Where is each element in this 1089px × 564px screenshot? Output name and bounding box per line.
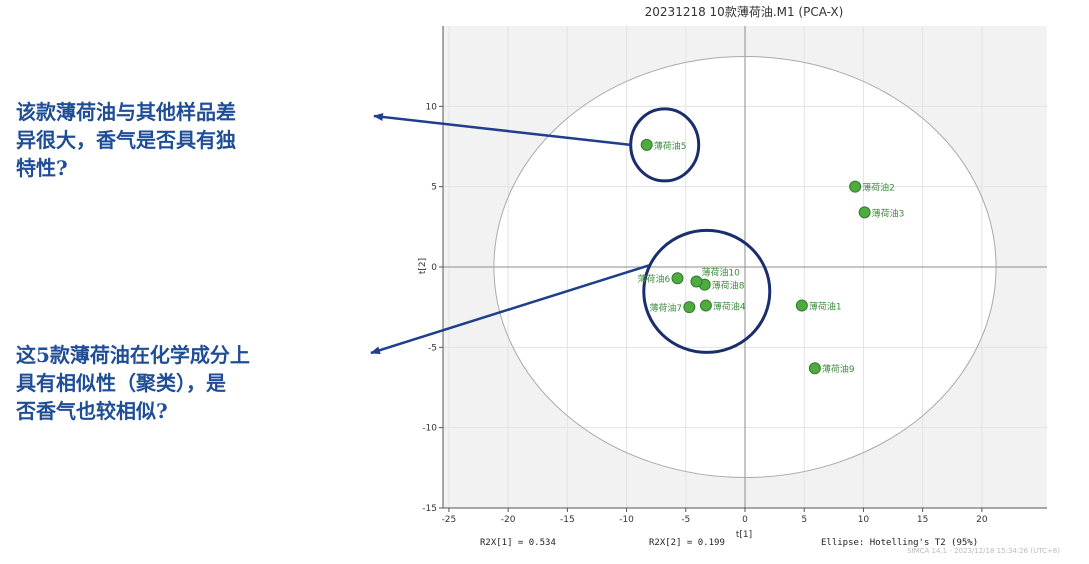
annotation-line: 异很大，香气是否具有独 [16,128,236,152]
point-label: 薄荷油2 [862,182,895,194]
data-point [640,138,653,151]
x-tick-label: -15 [560,515,575,525]
hotelling-ellipse [493,56,997,478]
data-point [795,299,808,312]
x-tick-label: -20 [501,515,516,525]
annotation-line: 特性? [16,156,68,180]
point-label: 薄荷油3 [872,207,905,219]
chart-title: 20231218 10款薄荷油.M1 (PCA-X) [645,4,844,19]
data-point [699,299,712,312]
x-tick-label: -10 [619,515,634,525]
data-point [849,180,862,193]
x-tick-label: 0 [742,515,748,525]
y-tick-label: 0 [431,263,437,273]
data-point [671,272,684,285]
y-tick-label: 5 [431,183,437,193]
annotation-cluster: 这5款薄荷油在化学成分上 具有相似性（聚类），是 否香气也较相似? [16,341,250,425]
point-label: 薄荷油5 [654,140,687,152]
r2x2-label: R2X[2] = 0.199 [649,538,725,548]
y-axis-label: t[2] [418,258,428,274]
data-point [690,275,703,288]
data-point [683,301,696,314]
annotation-line: 否香气也较相似? [16,399,168,423]
arrow-to-annotation-1 [373,113,631,147]
y-tick-label: -15 [422,504,437,514]
ellipse-label: Ellipse: Hotelling's T2 (95%) [821,538,978,548]
point-label: 薄荷油4 [713,301,746,313]
x-tick-label: 5 [801,515,807,525]
software-stamp: SIMCA 14.1 - 2023/12/18 15:34:26 (UTC+8) [907,547,1060,555]
point-label: 薄荷油7 [649,302,682,314]
x-axis-label: t[1] [736,530,752,540]
point-label: 薄荷油6 [637,273,670,285]
annotation-line: 该款薄荷油与其他样品差 [16,100,236,124]
annotation-line: 具有相似性（聚类），是 [16,371,226,395]
x-tick-label: 10 [858,515,870,525]
annotation-line: 这5款薄荷油在化学成分上 [16,343,250,367]
point-label: 薄荷油9 [822,363,855,375]
annotation-unique-sample: 该款薄荷油与其他样品差 异很大，香气是否具有独 特性? [16,98,236,182]
highlight-circle-cluster [642,228,772,354]
x-tick-label: -25 [442,515,457,525]
y-tick-label: -5 [428,343,437,353]
data-point [858,206,871,219]
arrow-to-annotation-2 [370,264,650,355]
x-tick-label: 15 [917,515,928,525]
data-point [808,362,821,375]
r2x1-label: R2X[1] = 0.534 [480,538,556,548]
y-tick-label: 10 [426,102,438,112]
point-label: 薄荷油8 [712,280,745,292]
x-tick-label: 20 [976,515,988,525]
point-label: 薄荷油10 [701,266,740,278]
point-label: 薄荷油1 [809,301,842,313]
y-tick-label: -10 [422,424,437,434]
plot-content [443,26,1047,508]
x-tick-label: -5 [681,515,690,525]
